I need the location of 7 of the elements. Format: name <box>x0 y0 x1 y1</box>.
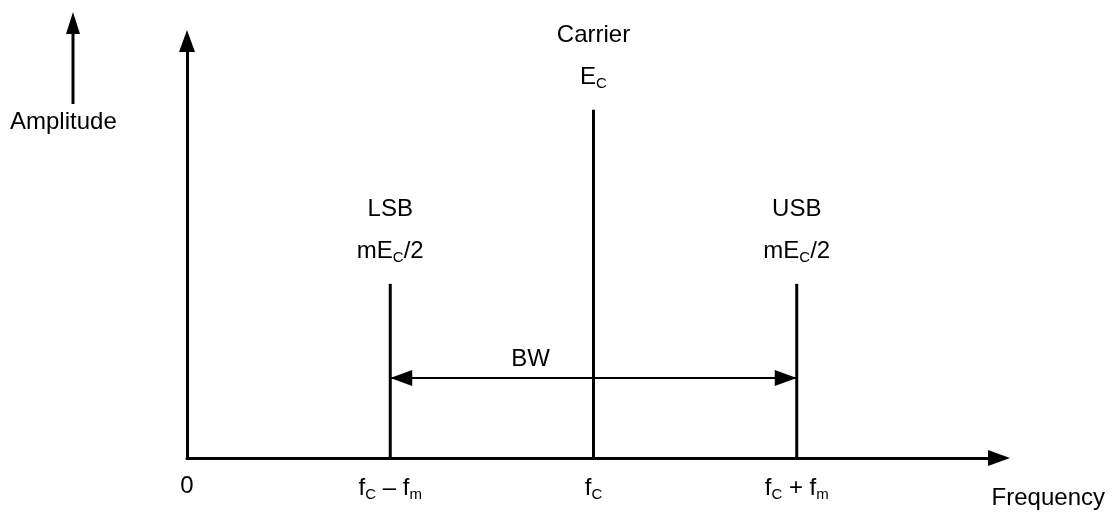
annotation: Carrier <box>556 20 631 48</box>
x-axis-title: Frequency <box>991 482 1105 510</box>
y-axis-title: Amplitude <box>10 106 117 134</box>
annotation: USB <box>772 194 822 222</box>
x-tick-label: 0 <box>180 470 194 498</box>
annotation: BW <box>511 344 551 372</box>
annotation: LSB <box>367 194 413 222</box>
